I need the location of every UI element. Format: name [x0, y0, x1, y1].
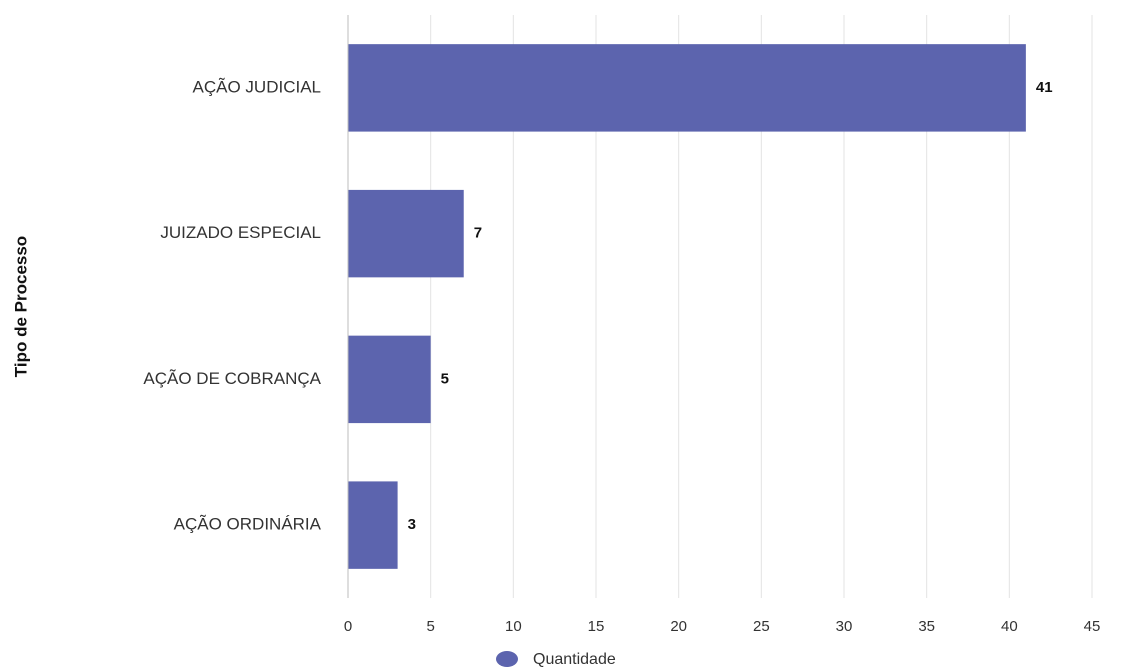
bar[interactable] [348, 335, 431, 424]
x-tick-label: 20 [670, 618, 687, 635]
bar[interactable] [348, 44, 1026, 132]
x-tick-label: 15 [588, 618, 605, 635]
data-label: 41 [1036, 79, 1053, 96]
category-label: AÇÃO JUDICIAL [193, 77, 321, 96]
x-tick-label: 5 [426, 618, 434, 635]
x-tick-label: 30 [836, 618, 853, 635]
data-label: 3 [408, 516, 416, 533]
legend-label: Quantidade [533, 651, 616, 668]
bars [348, 44, 1026, 569]
category-label: AÇÃO DE COBRANÇA [143, 369, 321, 388]
x-tick-label: 0 [344, 618, 352, 635]
x-tick-label: 35 [918, 618, 935, 635]
data-label: 5 [441, 370, 449, 387]
data-label: 7 [474, 225, 482, 242]
x-axis-tick-labels: 0 5 10 15 20 25 30 35 40 45 [344, 618, 1101, 635]
legend-marker-icon [496, 651, 518, 667]
category-labels: AÇÃO JUDICIAL JUIZADO ESPECIAL AÇÃO DE COB… [143, 77, 321, 533]
category-label: JUIZADO ESPECIAL [160, 223, 321, 242]
category-label: AÇÃO ORDINÁRIA [174, 515, 322, 534]
x-tick-label: 40 [1001, 618, 1018, 635]
bar[interactable] [348, 481, 398, 569]
x-tick-label: 45 [1084, 618, 1101, 635]
x-tick-label: 10 [505, 618, 522, 635]
bar[interactable] [348, 189, 464, 278]
y-axis-title: Tipo de Processo [11, 236, 30, 377]
x-tick-label: 25 [753, 618, 770, 635]
data-labels: 41 7 5 3 [408, 79, 1053, 533]
legend[interactable]: Quantidade [496, 651, 616, 668]
